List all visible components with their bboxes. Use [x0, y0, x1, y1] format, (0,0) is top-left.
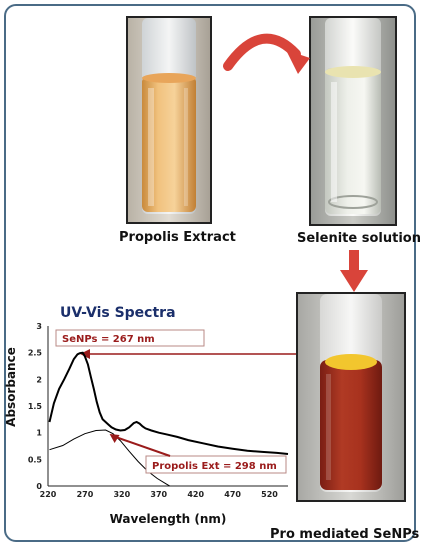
x-axis-label: Wavelength (nm): [110, 512, 227, 526]
selenite-tube-image: [311, 18, 395, 224]
y-axis-label: Absorbance: [4, 347, 18, 427]
chart-title: UV-Vis Spectra: [60, 305, 176, 321]
propolis-tube-photo: [126, 16, 212, 224]
annotation-label: SeNPs = 267 nm: [62, 334, 155, 345]
y-tick-label: 1.5: [28, 402, 43, 411]
y-tick-label: 2: [36, 375, 42, 384]
annotation-box: [145, 455, 287, 474]
annotation-arrow-head: [109, 434, 120, 443]
x-tick-label: 420: [187, 490, 204, 499]
chart-axes: 0 0.5 1 1.5 2 2.5 3 220 270 320 370 420 470 520: [28, 322, 288, 499]
series-line-1: [48, 351, 289, 455]
y-tick-label: 0: [36, 482, 42, 491]
chart-annotations: SeNPs = 267 nm Propolis Ext = 298 nm: [55, 329, 287, 474]
x-tick-label: 220: [40, 490, 57, 499]
caption-propolis: Propolis Extract: [119, 230, 236, 245]
senps-tube-photo: [296, 292, 406, 502]
caption-selenite: Selenite solution: [297, 231, 421, 246]
annotation-arrow: [115, 436, 171, 457]
annotation-label: Propolis Ext = 298 nm: [152, 461, 277, 472]
y-tick-label: 2.5: [28, 349, 43, 358]
y-tick-label: 3: [36, 322, 42, 331]
x-tick-label: 370: [150, 490, 167, 499]
x-tick-label: 520: [261, 490, 278, 499]
x-tick-label: 320: [113, 490, 130, 499]
caption-product: Pro mediated SeNPs: [270, 527, 420, 542]
annotation-box: [55, 329, 205, 347]
selenite-tube-photo: [309, 16, 397, 226]
x-tick-label: 270: [77, 490, 94, 499]
propolis-tube-image: [128, 18, 210, 222]
x-tick-label: 470: [224, 490, 241, 499]
y-tick-label: 1: [36, 429, 42, 438]
y-tick-label: 0.5: [28, 455, 43, 464]
senps-tube-image: [298, 294, 404, 500]
